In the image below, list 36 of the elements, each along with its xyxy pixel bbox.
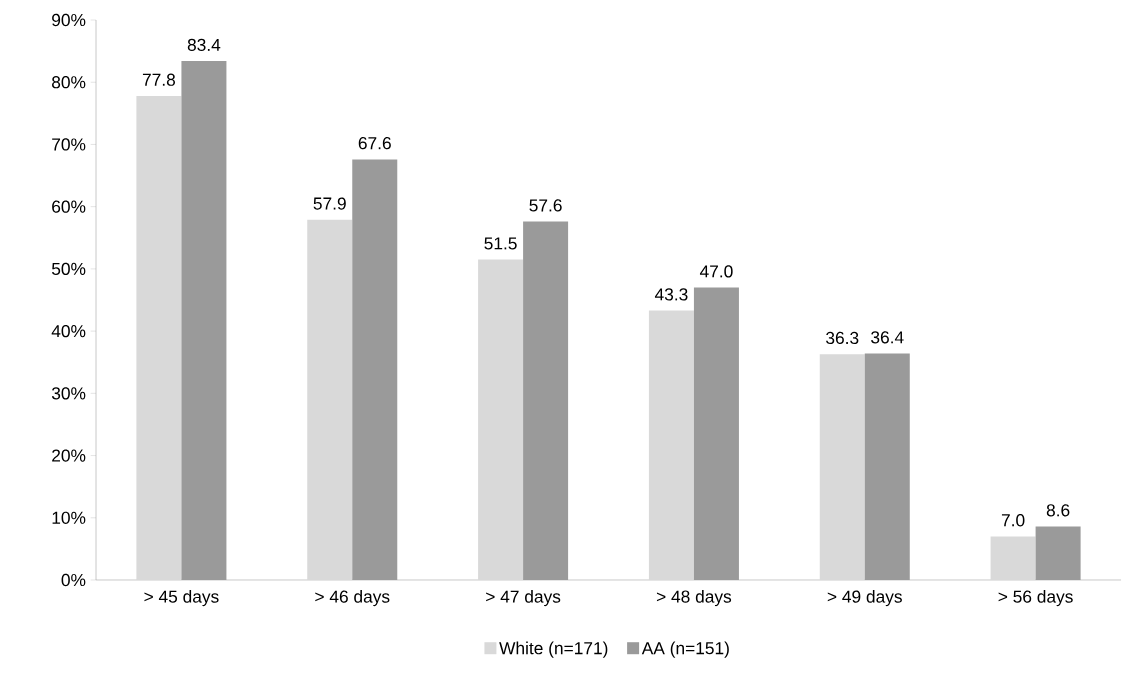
y-tick-label: 70% bbox=[52, 138, 86, 151]
x-tick-label: > 49 days bbox=[827, 590, 902, 607]
bar bbox=[307, 219, 353, 580]
y-tick-label: 20% bbox=[52, 449, 86, 462]
y-tick-label: 50% bbox=[51, 262, 86, 276]
y-tick-label: 30% bbox=[51, 387, 86, 400]
legend-label: White (n=171) bbox=[499, 641, 608, 658]
data-label: 7.0 bbox=[1001, 514, 1025, 527]
data-label: 57.9 bbox=[313, 197, 346, 210]
bar bbox=[819, 354, 865, 580]
data-label: 51.5 bbox=[484, 237, 517, 250]
y-tick-label: 60% bbox=[52, 200, 86, 213]
bar bbox=[648, 310, 694, 580]
data-label: 36.4 bbox=[871, 331, 904, 344]
bar bbox=[478, 259, 524, 580]
y-tick-label: 90% bbox=[52, 13, 86, 27]
y-tick-label: 80% bbox=[52, 76, 86, 89]
data-label: 83.4 bbox=[187, 38, 221, 52]
data-label: 36.3 bbox=[826, 331, 859, 345]
legend-label: AA (n=151) bbox=[641, 641, 729, 658]
data-label: 67.6 bbox=[358, 137, 391, 150]
x-tick-label: > 46 days bbox=[315, 590, 390, 607]
data-label: 43.3 bbox=[654, 288, 688, 301]
data-label: 47.0 bbox=[699, 265, 733, 278]
y-tick-label: 40% bbox=[51, 324, 86, 338]
bar bbox=[136, 95, 182, 580]
x-tick-label: > 48 days bbox=[656, 590, 732, 607]
data-label: 8.6 bbox=[1046, 504, 1070, 517]
x-tick-label: > 56 days bbox=[998, 590, 1073, 607]
data-label: 57.6 bbox=[529, 199, 562, 212]
x-tick-label: > 47 days bbox=[486, 590, 561, 607]
y-tick-label: 0% bbox=[61, 573, 86, 587]
data-label: 77.8 bbox=[142, 73, 176, 86]
x-tick-label: > 45 days bbox=[144, 590, 219, 607]
y-tick-label: 10% bbox=[52, 511, 86, 524]
bar bbox=[990, 536, 1036, 580]
